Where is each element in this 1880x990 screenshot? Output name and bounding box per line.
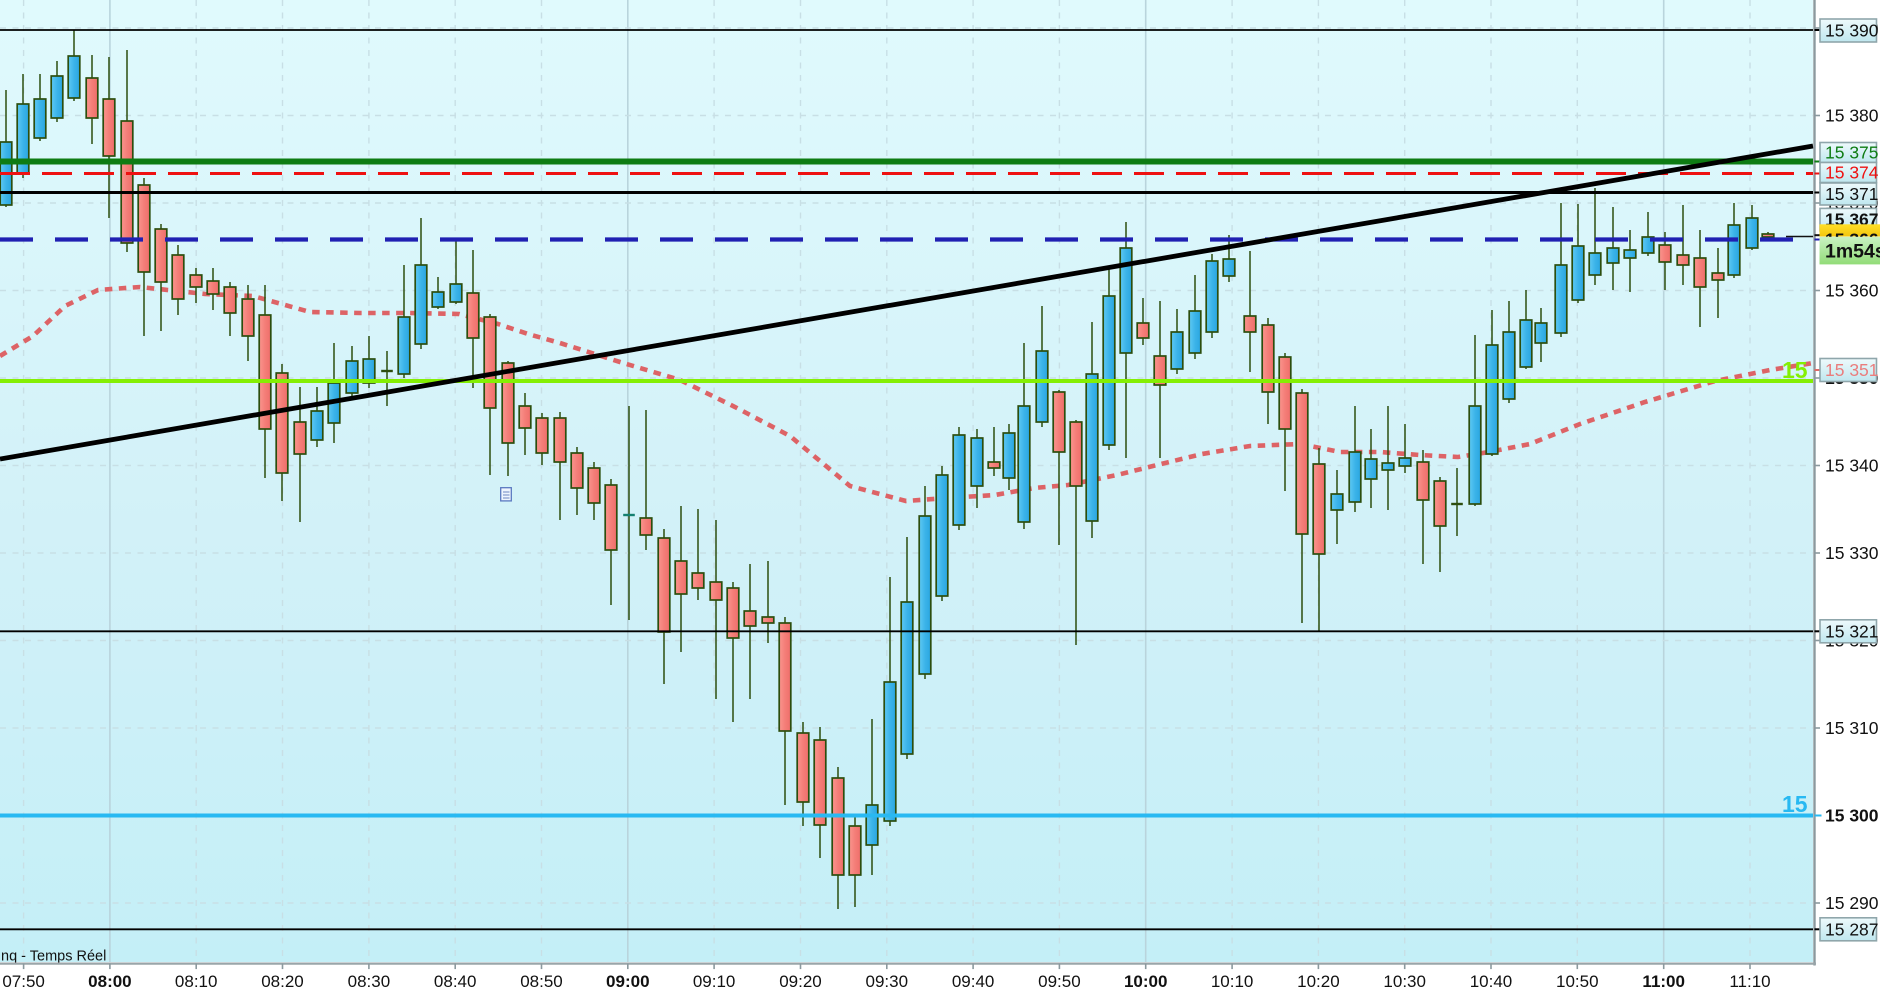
svg-text:09:30: 09:30: [866, 972, 909, 990]
svg-text:15 300: 15 300: [1782, 791, 1852, 817]
svg-text:15 290: 15 290: [1825, 893, 1879, 913]
svg-text:09:20: 09:20: [779, 972, 822, 990]
svg-text:15 371: 15 371: [1825, 184, 1879, 204]
svg-text:15 351: 15 351: [1825, 360, 1879, 380]
svg-text:10:50: 10:50: [1556, 972, 1599, 990]
svg-text:15 340: 15 340: [1825, 456, 1879, 476]
svg-text:15 390: 15 390: [1825, 21, 1879, 41]
svg-text:08:50: 08:50: [520, 972, 563, 990]
svg-text:08:10: 08:10: [175, 972, 218, 990]
svg-text:15 380: 15 380: [1825, 106, 1879, 126]
svg-text:09:10: 09:10: [693, 972, 736, 990]
svg-text:15 310: 15 310: [1825, 718, 1879, 738]
svg-text:07:50: 07:50: [2, 972, 45, 990]
svg-text:10:40: 10:40: [1470, 972, 1513, 990]
svg-text:08:40: 08:40: [434, 972, 477, 990]
svg-text:09:50: 09:50: [1038, 972, 1081, 990]
svg-text:09:40: 09:40: [952, 972, 995, 990]
svg-text:10:30: 10:30: [1383, 972, 1426, 990]
svg-text:08:20: 08:20: [261, 972, 304, 990]
svg-text:1m54s: 1m54s: [1825, 241, 1880, 263]
svg-text:08:30: 08:30: [348, 972, 391, 990]
svg-text:15 287: 15 287: [1825, 919, 1879, 939]
svg-text:15 321: 15 321: [1825, 621, 1879, 641]
svg-text:09:00: 09:00: [606, 972, 649, 990]
svg-text:11:10: 11:10: [1729, 972, 1770, 990]
svg-text:15 374: 15 374: [1825, 163, 1879, 183]
svg-text:15 300: 15 300: [1825, 806, 1879, 826]
svg-text:15 330: 15 330: [1825, 543, 1879, 563]
svg-text:15 375: 15 375: [1825, 143, 1879, 163]
svg-text:10:10: 10:10: [1211, 972, 1254, 990]
svg-text:15 360: 15 360: [1825, 281, 1879, 301]
svg-text:15 350: 15 350: [1782, 357, 1852, 383]
svg-text:08:00: 08:00: [88, 972, 131, 990]
svg-text:10:20: 10:20: [1297, 972, 1340, 990]
svg-text:10:00: 10:00: [1124, 972, 1167, 990]
svg-text:11:00: 11:00: [1642, 972, 1685, 990]
svg-text:nq - Temps Réel: nq - Temps Réel: [1, 949, 106, 965]
